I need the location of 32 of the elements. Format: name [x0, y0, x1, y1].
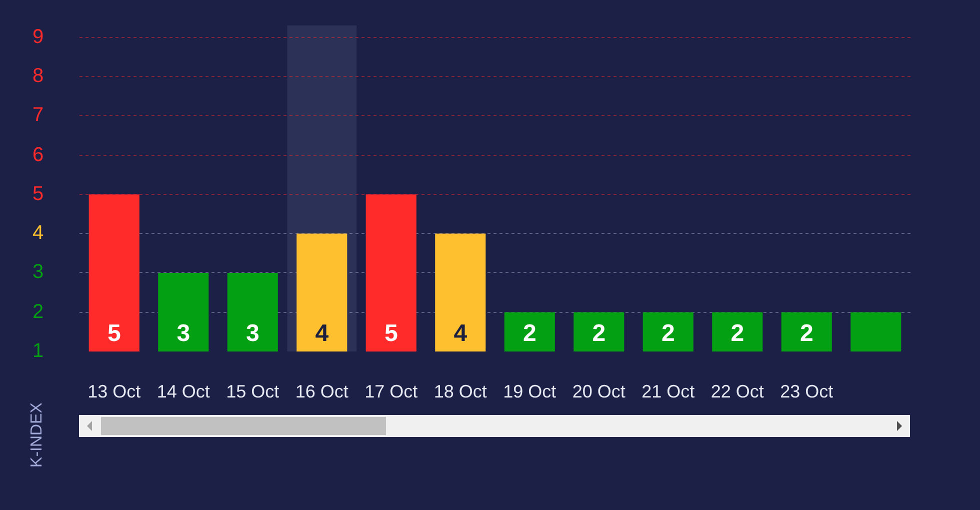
x-tick-label: 19 Oct — [503, 382, 556, 402]
x-tick-label: 15 Oct — [226, 382, 280, 402]
data-label: 3 — [176, 320, 190, 347]
y-axis-title: K-INDEX — [28, 402, 47, 468]
y-tick-label: 5 — [31, 182, 45, 206]
y-tick-label: 2 — [31, 300, 45, 324]
y-tick-label: 9 — [31, 24, 45, 49]
y-tick-label: 4 — [31, 221, 45, 246]
data-label: 4 — [315, 320, 330, 347]
x-tick-label: 21 Oct — [642, 382, 695, 402]
data-label: 3 — [246, 320, 260, 347]
data-label: 2 — [800, 320, 814, 347]
data-label: 2 — [730, 320, 744, 347]
data-label: 2 — [522, 320, 536, 347]
y-tick-label: 7 — [31, 103, 45, 128]
data-label: 4 — [454, 320, 468, 347]
x-tick-label: 16 Oct — [295, 382, 348, 402]
x-tick-label: 14 Oct — [156, 382, 210, 402]
y-tick-label: 8 — [31, 64, 45, 88]
data-label: 5 — [107, 320, 121, 347]
x-tick-label: 17 Oct — [364, 382, 418, 402]
data-label: 2 — [661, 320, 675, 347]
y-tick-label: 1 — [31, 339, 45, 363]
data-label: 5 — [384, 320, 398, 347]
y-tick-label: 3 — [31, 260, 45, 284]
x-tick-label: 18 Oct — [434, 382, 487, 402]
x-tick-label: 22 Oct — [710, 382, 764, 402]
x-tick-label: 13 Oct — [88, 382, 141, 402]
data-label: 2 — [592, 320, 606, 347]
x-tick-label: 20 Oct — [572, 382, 626, 402]
y-tick-label: 6 — [31, 142, 45, 167]
x-tick-label: 23 Oct — [780, 382, 834, 402]
